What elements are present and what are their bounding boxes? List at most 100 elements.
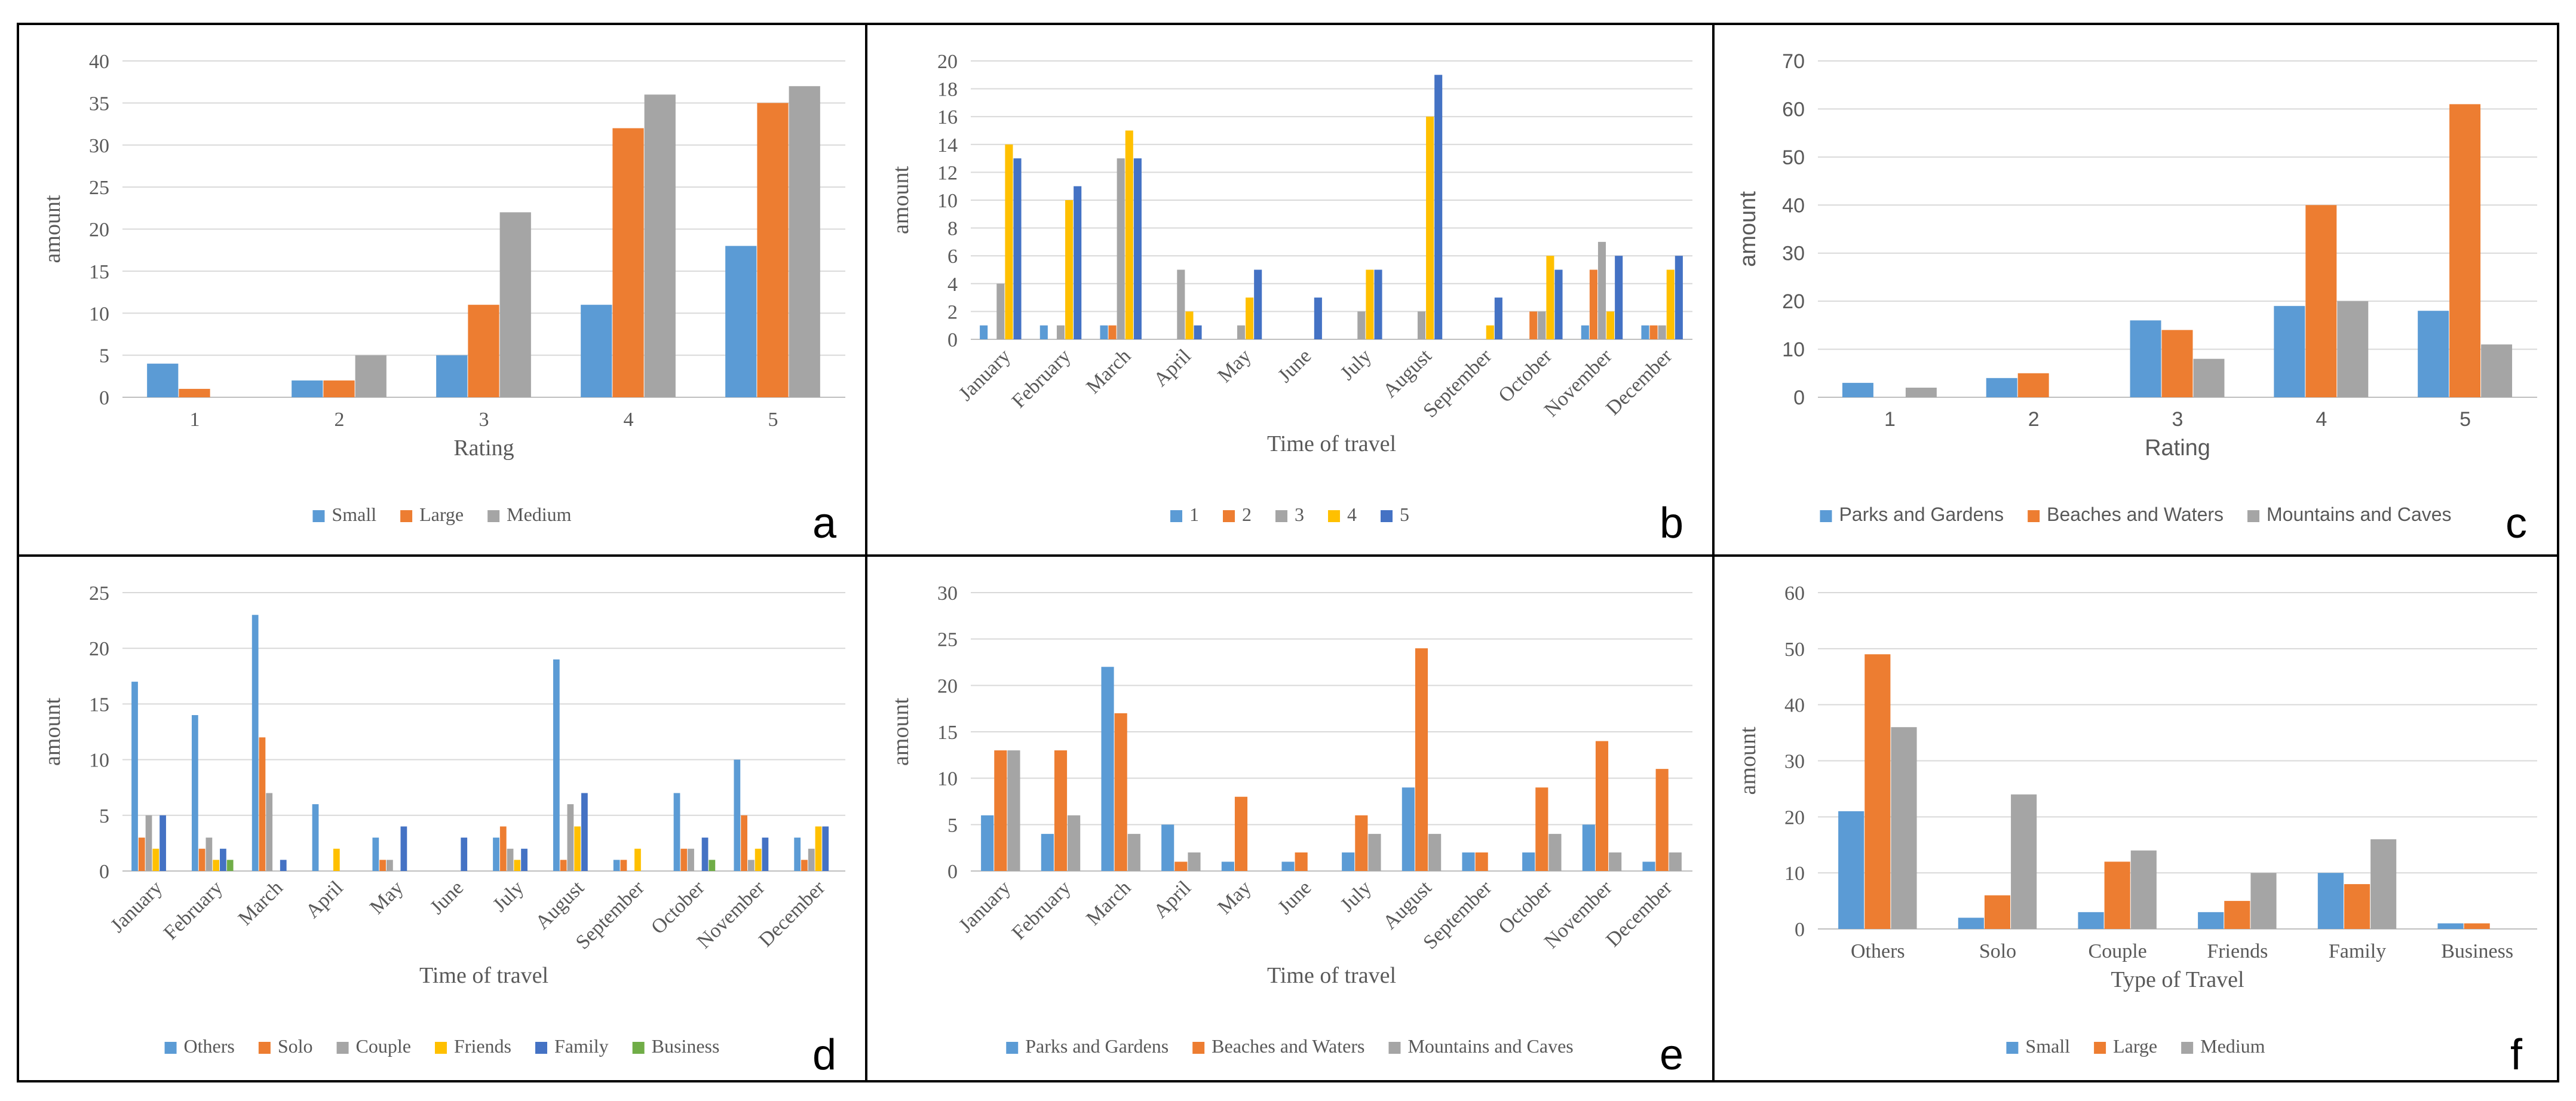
y-tick-label: 40 (1782, 194, 1805, 217)
x-tick-label: 3 (479, 409, 489, 431)
y-tick-label: 50 (1782, 146, 1805, 169)
chart-panel-c: 0 10 20 30 40 50 60 70 amount 1 2 3 4 5 Rating Parks an… (1735, 50, 2537, 547)
bar-4-september (1486, 325, 1494, 339)
y-tick-label: 10 (89, 750, 109, 772)
x-tick-label: 2 (335, 409, 345, 431)
y-tick-label: 15 (89, 261, 109, 283)
panel-label: b (1660, 499, 1683, 547)
legend-label: 1 (1189, 504, 1199, 525)
bar-solo-september (620, 860, 627, 871)
bar-parks-and-gardens-1 (1842, 382, 1873, 397)
bar-others-january (131, 682, 138, 871)
bar-parks-and-gardens-december (1642, 861, 1655, 871)
bar-parks-and-gardens-july (1342, 852, 1355, 871)
legend-swatch (2006, 1042, 2019, 1054)
legend-item: Beaches and Waters (2028, 504, 2224, 525)
y-tick-label: 4 (947, 274, 958, 296)
bar-mountains-and-caves-january (1007, 750, 1020, 871)
y-tick-label: 10 (89, 303, 109, 325)
legend-label: 2 (1242, 504, 1252, 525)
bar-large-5 (757, 103, 789, 397)
x-tick-label: 3 (2172, 408, 2184, 431)
legend-label: 5 (1400, 504, 1409, 525)
bar-small-4 (581, 305, 612, 397)
legend-item: Beaches and Waters (1192, 1035, 1364, 1057)
y-tick-label: 25 (89, 582, 109, 605)
y-tick-label: 16 (937, 106, 958, 128)
bar-family-may (400, 826, 407, 871)
bar-others-october (673, 793, 680, 871)
bar-parks-and-gardens-may (1221, 861, 1234, 871)
y-tick-label: 15 (937, 722, 958, 744)
bar-4-may (1246, 298, 1254, 339)
legend-item: Small (312, 504, 376, 525)
bar-large-1 (179, 388, 210, 397)
bar-parks-and-gardens-april (1161, 824, 1174, 871)
bar-medium-3 (499, 212, 531, 397)
legend-item: Mountains and Caves (1388, 1035, 1574, 1057)
y-axis-label: amount (888, 166, 913, 234)
bar-large-3 (468, 305, 499, 397)
y-tick-label: 5 (99, 805, 109, 827)
bar-4-july (1366, 269, 1374, 339)
x-axis-label: Type of Travel (2111, 967, 2244, 992)
panel-label: e (1660, 1031, 1683, 1079)
bar-family-august (581, 793, 588, 871)
bar-large-business (2464, 923, 2490, 929)
bar-3-january (996, 283, 1005, 339)
y-tick-label: 50 (1784, 639, 1805, 661)
y-tick-label: 30 (1784, 751, 1805, 773)
x-tick-label: Family (2329, 940, 2386, 962)
chart-panel-f: 0 10 20 30 40 50 60 amount Others Solo Couple Frien… (1735, 582, 2537, 1079)
bar-4-february (1065, 200, 1074, 339)
bar-others-april (312, 804, 319, 871)
bar-small-friends (2198, 912, 2224, 929)
bar-small-business (2437, 923, 2464, 929)
bar-others-march (252, 615, 259, 871)
legend: Parks and Gardens Beaches and Waters Mount… (1006, 1035, 1574, 1057)
legend-item: Mountains and Caves (2247, 504, 2452, 525)
legend-swatch (312, 510, 325, 522)
bar-5-august (1434, 75, 1443, 340)
bar-friends-january (152, 848, 160, 871)
outer-border (17, 23, 2559, 1082)
legend-item: Parks and Gardens (1820, 504, 2004, 525)
bar-solo-october (680, 848, 688, 871)
bar-2-november (1589, 269, 1597, 339)
y-tick-label: 18 (937, 79, 958, 101)
y-tick-label: 15 (89, 694, 109, 716)
bar-couple-january (145, 815, 152, 871)
bar-others-july (493, 838, 499, 871)
bar-beaches-and-waters-december (1655, 769, 1669, 871)
bar-beaches-and-waters-july (1355, 815, 1368, 871)
bar-4-november (1606, 311, 1615, 339)
bar-mountains-and-caves-1 (1905, 387, 1937, 397)
panel-label: f (2510, 1031, 2523, 1079)
bar-large-others (1864, 654, 1891, 929)
legend-swatch (487, 510, 500, 522)
bar-small-couple (2078, 912, 2104, 929)
y-tick-label: 20 (1782, 290, 1805, 313)
bar-small-5 (725, 246, 757, 397)
legend-swatch (535, 1042, 547, 1054)
bar-5-october (1554, 269, 1563, 339)
bar-1-march (1100, 325, 1108, 339)
legend-label: Small (2025, 1035, 2070, 1057)
bar-1-november (1581, 325, 1589, 339)
y-tick-label: 0 (947, 329, 958, 351)
legend-label: Mountains and Caves (1407, 1035, 1573, 1057)
bar-beaches-and-waters-october (1535, 787, 1548, 871)
x-tick-label: 4 (624, 409, 634, 431)
y-axis-label: amount (888, 698, 913, 766)
x-axis-label: Rating (2145, 436, 2210, 461)
bar-parks-and-gardens-3 (2130, 320, 2161, 397)
bar-others-february (191, 715, 198, 871)
bar-3-december (1658, 325, 1666, 339)
x-tick-label: 4 (2316, 408, 2327, 431)
bar-3-october (1538, 311, 1546, 339)
bar-medium-friends (2250, 873, 2277, 929)
bar-5-june (1314, 298, 1322, 339)
y-tick-label: 0 (947, 861, 958, 883)
legend: 1 2 3 4 5 (1170, 504, 1409, 525)
